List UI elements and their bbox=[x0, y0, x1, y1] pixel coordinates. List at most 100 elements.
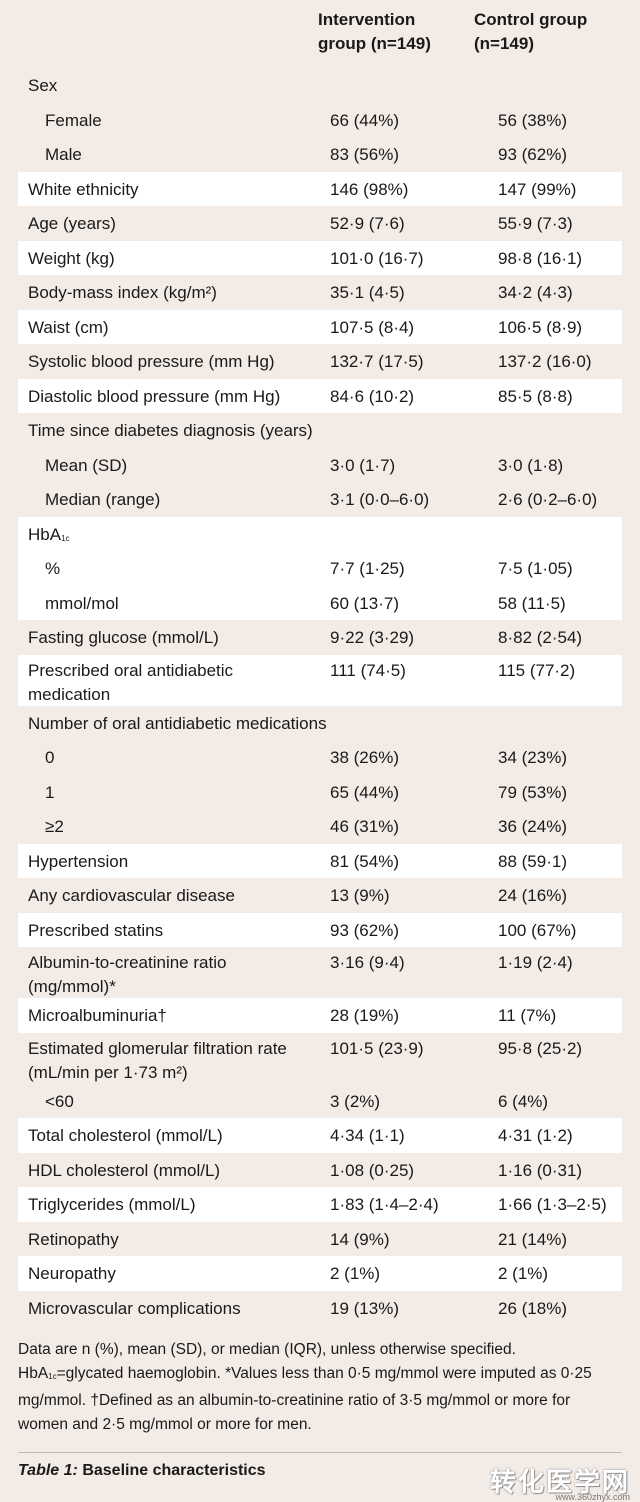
table-row: HDL cholesterol (mmol/L) 1·08 (0·25) 1·16 … bbox=[18, 1153, 622, 1188]
row-label: HDL cholesterol (mmol/L) bbox=[28, 1154, 220, 1188]
table-row: ≥2 46 (31%) 36 (24%) bbox=[18, 809, 622, 844]
control-value: 2 (1%) bbox=[498, 1264, 549, 1283]
row-label-text: Fasting glucose (mmol/L) bbox=[28, 628, 219, 647]
table-row: Retinopathy 14 (9%) 21 (14%) bbox=[18, 1222, 622, 1257]
intervention-value: 7·7 (1·25) bbox=[330, 559, 405, 578]
row-label-text: 1 bbox=[45, 782, 55, 802]
table-row: Age (years) 52·9 (7·6) 55·9 (7·3) bbox=[18, 206, 622, 241]
row-label-text: Time since diabetes diagnosis (years) bbox=[28, 421, 313, 440]
intervention-value: 4·34 (1·1) bbox=[330, 1126, 405, 1145]
intervention-value: 3 (2%) bbox=[330, 1091, 381, 1111]
row-label: Albumin-to-creatinine ratio (mg/mmol)* bbox=[28, 951, 298, 999]
row-label: Hypertension bbox=[28, 845, 128, 879]
intervention-value: 3·1 (0·0–6·0) bbox=[330, 490, 430, 509]
row-label: Sex bbox=[28, 69, 57, 103]
footnote-hba: HbA bbox=[18, 1365, 49, 1382]
row-label-text: HbA bbox=[28, 524, 62, 544]
intervention-value: 84·6 (10·2) bbox=[330, 386, 415, 406]
table-row: <60 3 (2%) 6 (4%) bbox=[18, 1084, 622, 1119]
control-value: 115 (77·2) bbox=[498, 660, 576, 680]
intervention-value: 35·1 (4·5) bbox=[330, 283, 405, 302]
control-value: 137·2 (16·0) bbox=[498, 352, 592, 371]
intervention-value: 14 (9%) bbox=[330, 1229, 390, 1249]
table-row: Triglycerides (mmol/L) 1·83 (1·4–2·4) 1·66… bbox=[18, 1187, 622, 1222]
row-label: Retinopathy bbox=[28, 1223, 119, 1257]
table-row: 0 38 (26%) 34 (23%) bbox=[18, 740, 622, 775]
table-row: White ethnicity 146 (98%) 147 (99%) bbox=[18, 171, 622, 206]
control-value: 55·9 (7·3) bbox=[498, 214, 573, 233]
table-row: % 7·7 (1·25) 7·5 (1·05) bbox=[18, 551, 622, 586]
row-label-text: Microalbuminuria† bbox=[28, 1006, 167, 1025]
table-footnote: Data are n (%), mean (SD), or median (IQ… bbox=[18, 1338, 618, 1437]
control-value: 98·8 (16·1) bbox=[498, 248, 583, 268]
row-label-text: Triglycerides (mmol/L) bbox=[28, 1195, 196, 1214]
control-value: 56 (38%) bbox=[498, 110, 567, 130]
row-label: Age (years) bbox=[28, 207, 116, 241]
row-label: Systolic blood pressure (mm Hg) bbox=[28, 345, 275, 379]
control-value: 106·5 (8·9) bbox=[498, 317, 583, 337]
row-label: Waist (cm) bbox=[28, 311, 109, 345]
row-label: Weight (kg) bbox=[28, 242, 115, 276]
intervention-value: 81 (54%) bbox=[330, 851, 399, 871]
control-value: 79 (53%) bbox=[498, 782, 567, 802]
control-value: 2·6 (0·2–6·0) bbox=[498, 490, 598, 509]
caption-divider bbox=[18, 1452, 622, 1453]
intervention-value: 101·0 (16·7) bbox=[330, 248, 424, 268]
table-row: Prescribed statins 93 (62%) 100 (67%) bbox=[18, 912, 622, 947]
row-label-text: % bbox=[45, 559, 61, 578]
table-row: Total cholesterol (mmol/L) 4·34 (1·1) 4·31… bbox=[18, 1118, 622, 1153]
row-label-text: Mean (SD) bbox=[45, 455, 128, 475]
control-value: 100 (67%) bbox=[498, 920, 577, 940]
row-label-text: Number of oral antidiabetic medications bbox=[28, 713, 327, 733]
row-label-text: Estimated glomerular filtration rate (mL… bbox=[28, 1038, 287, 1082]
control-value: 11 (7%) bbox=[498, 1006, 557, 1025]
intervention-value: 1·83 (1·4–2·4) bbox=[330, 1195, 439, 1214]
row-label: Fasting glucose (mmol/L) bbox=[28, 621, 219, 655]
intervention-value: 28 (19%) bbox=[330, 1006, 399, 1025]
control-value: 26 (18%) bbox=[498, 1298, 567, 1318]
row-label: Body-mass index (kg/m²) bbox=[28, 276, 217, 310]
control-value: 21 (14%) bbox=[498, 1229, 567, 1249]
row-label-text: <60 bbox=[45, 1091, 74, 1111]
row-label: 0 bbox=[45, 741, 54, 775]
control-value: 3·0 (1·8) bbox=[498, 455, 564, 475]
row-label-text: White ethnicity bbox=[28, 179, 139, 199]
intervention-value: 83 (56%) bbox=[330, 145, 399, 164]
row-label: % bbox=[45, 552, 60, 586]
control-value: 34·2 (4·3) bbox=[498, 283, 573, 302]
control-value: 147 (99%) bbox=[498, 179, 577, 199]
control-value: 1·66 (1·3–2·5) bbox=[498, 1195, 607, 1214]
control-value: 8·82 (2·54) bbox=[498, 628, 583, 647]
row-label: mmol/mol bbox=[45, 587, 119, 621]
row-label-text: Female bbox=[45, 110, 102, 130]
column-header-intervention: Intervention group (n=149) bbox=[318, 10, 431, 53]
control-value: 93 (62%) bbox=[498, 145, 567, 164]
caption-title: Baseline characteristics bbox=[77, 1462, 266, 1479]
table-row: Microalbuminuria† 28 (19%) 11 (7%) bbox=[18, 998, 622, 1033]
row-label: ≥2 bbox=[45, 810, 64, 844]
intervention-value: 101·5 (23·9) bbox=[330, 1038, 424, 1058]
row-label: Microalbuminuria† bbox=[28, 999, 167, 1033]
intervention-value: 52·9 (7·6) bbox=[330, 214, 405, 233]
row-label: <60 bbox=[45, 1085, 74, 1119]
intervention-value: 13 (9%) bbox=[330, 886, 390, 905]
row-label-text: Male bbox=[45, 145, 82, 164]
intervention-value: 146 (98%) bbox=[330, 179, 409, 199]
row-label-text: Retinopathy bbox=[28, 1229, 119, 1249]
footnote-line1: Data are n (%), mean (SD), or median (IQ… bbox=[18, 1341, 516, 1358]
row-label-text: Microvascular complications bbox=[28, 1298, 241, 1318]
footnote-line2: =glycated haemoglobin. *Values less than… bbox=[18, 1365, 592, 1433]
row-label-text: Prescribed oral antidiabetic medication bbox=[28, 660, 234, 704]
row-label-text: Prescribed statins bbox=[28, 920, 164, 940]
table-row: mmol/mol 60 (13·7) 58 (11·5) bbox=[18, 585, 622, 621]
control-value: 7·5 (1·05) bbox=[498, 559, 573, 578]
control-value: 95·8 (25·2) bbox=[498, 1038, 583, 1058]
control-value: 34 (23%) bbox=[498, 748, 567, 767]
row-label-text: Age (years) bbox=[28, 214, 116, 233]
row-label: Male bbox=[45, 138, 82, 172]
row-label-text: mmol/mol bbox=[45, 593, 119, 613]
row-label: Total cholesterol (mmol/L) bbox=[28, 1119, 223, 1153]
row-label: Mean (SD) bbox=[45, 449, 127, 483]
watermark-logo: 转化医学网 www.360zhyx.com bbox=[490, 1462, 630, 1502]
table-row: Mean (SD) 3·0 (1·7) 3·0 (1·8) bbox=[18, 448, 622, 483]
